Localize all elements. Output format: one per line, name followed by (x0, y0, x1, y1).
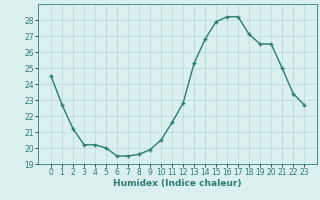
X-axis label: Humidex (Indice chaleur): Humidex (Indice chaleur) (113, 179, 242, 188)
